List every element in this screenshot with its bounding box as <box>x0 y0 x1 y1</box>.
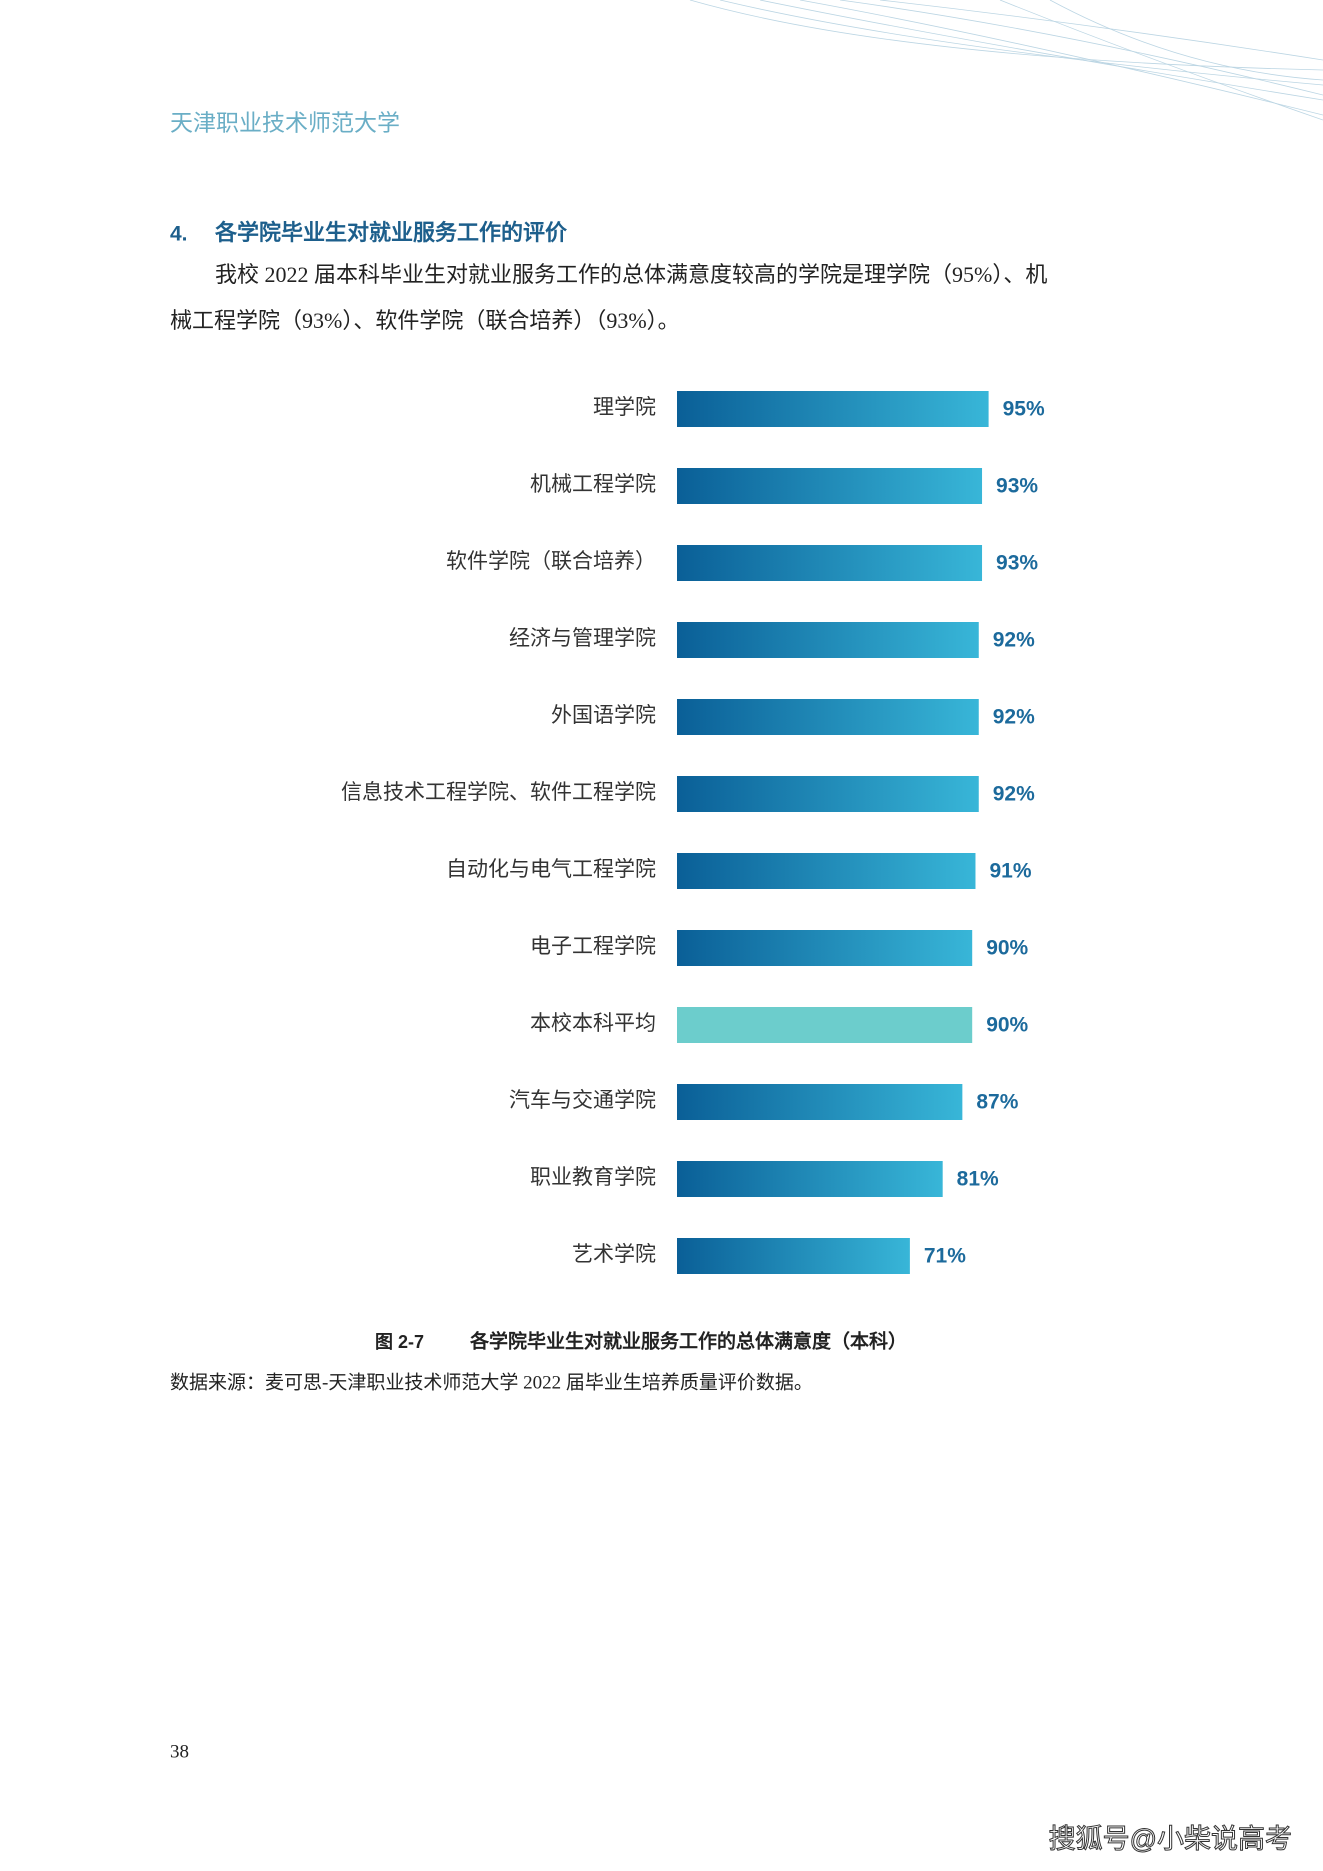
value-label: 71% <box>924 1245 966 1268</box>
value-label: 92% <box>993 629 1035 652</box>
category-label: 理学院 <box>593 395 656 419</box>
value-label: 87% <box>976 1091 1018 1114</box>
category-label: 本校本科平均 <box>530 1011 656 1035</box>
bar <box>677 776 979 812</box>
value-label: 92% <box>993 783 1035 806</box>
category-label: 经济与管理学院 <box>509 626 656 650</box>
category-label: 机械工程学院 <box>530 472 656 496</box>
category-label: 软件学院（联合培养） <box>446 549 656 573</box>
category-label: 信息技术工程学院、软件工程学院 <box>341 780 656 804</box>
value-label: 93% <box>996 552 1038 575</box>
bar <box>677 468 983 504</box>
section-number: 4. <box>170 223 188 246</box>
value-label: 90% <box>986 937 1028 960</box>
bar <box>677 1238 910 1274</box>
category-label: 艺术学院 <box>572 1242 656 1266</box>
value-label: 93% <box>996 475 1038 498</box>
value-label: 91% <box>989 860 1031 883</box>
value-label: 81% <box>957 1168 999 1191</box>
bar <box>677 1007 973 1043</box>
paragraph-line: 我校 2022 届本科毕业生对就业服务工作的总体满意度较高的学院是理学院（95%… <box>215 262 1047 287</box>
category-label: 自动化与电气工程学院 <box>446 857 656 881</box>
bar <box>677 622 979 658</box>
caption-title: 各学院毕业生对就业服务工作的总体满意度（本科） <box>469 1329 907 1352</box>
category-label: 汽车与交通学院 <box>509 1088 656 1112</box>
category-label: 外国语学院 <box>551 703 656 727</box>
watermark: 搜狐号@小柴说高考 <box>1049 1824 1292 1854</box>
decoration <box>689 0 1323 121</box>
caption-number: 图 2-7 <box>375 1332 424 1352</box>
bar <box>677 930 973 966</box>
category-label: 职业教育学院 <box>530 1165 656 1189</box>
value-label: 95% <box>1003 398 1045 421</box>
chart: 理学院 95% 机械工程学院 93% 软件学院（联合培养） 93% 经济与管理学院 92% 外国… <box>341 391 1045 1274</box>
bar <box>677 853 976 889</box>
value-label: 92% <box>993 706 1035 729</box>
section-title: 各学院毕业生对就业服务工作的评价 <box>214 220 568 245</box>
paragraph-line: 械工程学院（93%）、软件学院（联合培养）（93%）。 <box>170 308 680 333</box>
bar <box>677 391 989 427</box>
value-label: 90% <box>986 1014 1028 1037</box>
bar <box>677 699 979 735</box>
bar <box>677 545 983 581</box>
bar <box>677 1084 963 1120</box>
bar <box>677 1161 943 1197</box>
category-label: 电子工程学院 <box>530 934 656 958</box>
header: 天津职业技术师范大学 <box>170 110 400 135</box>
source: 数据来源：麦可思-天津职业技术师范大学 2022 届毕业生培养质量评价数据。 <box>170 1371 813 1393</box>
page-number: 38 <box>170 1741 189 1762</box>
